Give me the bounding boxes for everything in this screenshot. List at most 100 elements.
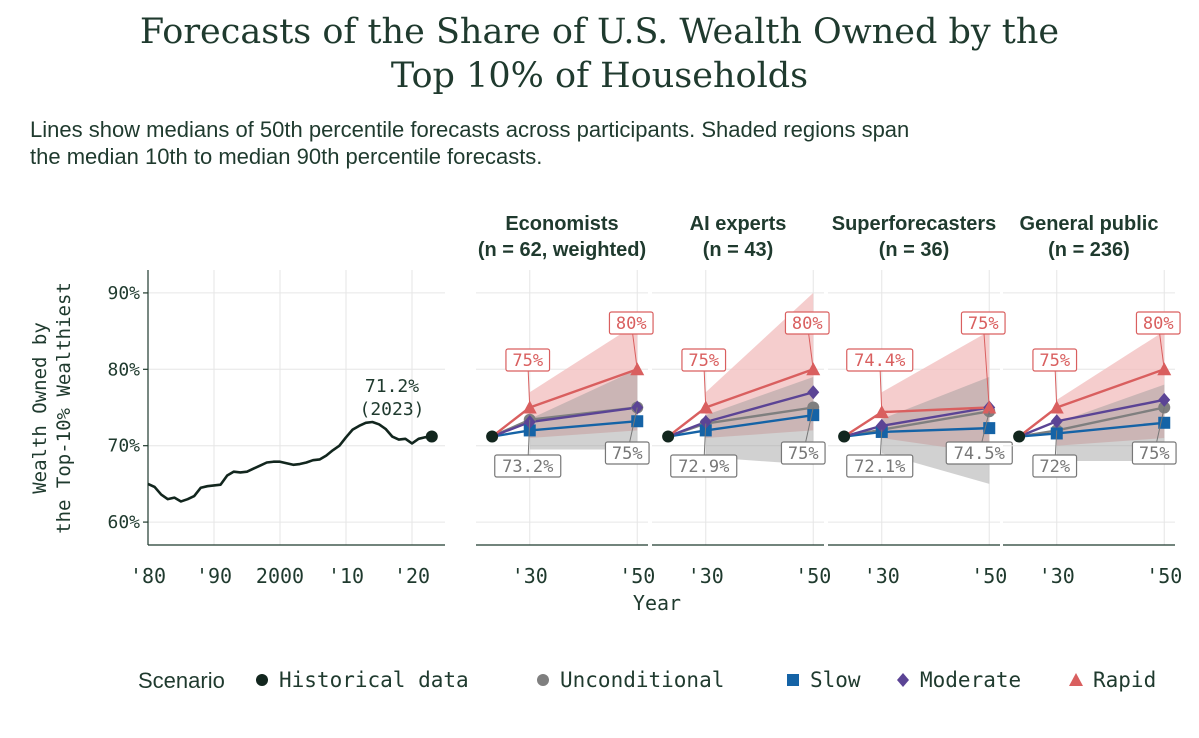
unconditional-2050-label-box xyxy=(780,441,826,465)
rapid-2030-label: 75% xyxy=(1039,351,1070,371)
rapid-2050-label-box xyxy=(1135,311,1181,335)
forecast-panel: Economists (n = 62, weighted) '30 '50 75% 80%… xyxy=(476,213,655,588)
x-tick-label: '30 xyxy=(688,564,724,588)
moderate-point xyxy=(1050,414,1063,429)
legend-label: Slow xyxy=(810,668,861,692)
legend-title: Scenario xyxy=(138,668,225,693)
legend-marker-rapid xyxy=(1069,673,1083,686)
historical-line xyxy=(147,420,432,503)
rapid-2030-label-box xyxy=(1032,348,1078,372)
x-axis-title: Year xyxy=(633,591,681,615)
x-tick-label: '20 xyxy=(394,564,430,588)
start-point xyxy=(486,430,499,443)
rapid-2030-label-box xyxy=(846,348,914,372)
slow-point xyxy=(631,415,644,428)
x-tick-label: '30 xyxy=(864,564,900,588)
rapid-2050-label-box xyxy=(608,311,654,335)
legend-marker-unconditional xyxy=(537,674,549,686)
start-point xyxy=(662,430,675,443)
x-tick-label: 2000 xyxy=(256,564,304,588)
rapid-2030-label: 74.4% xyxy=(854,351,905,371)
panel-title: Superforecasters xyxy=(832,213,997,235)
historical-end-point xyxy=(425,430,438,443)
unconditional-2030-label: 72.9% xyxy=(678,457,729,477)
start-point xyxy=(838,430,851,443)
rapid-2030-label-box xyxy=(681,348,727,372)
legend-marker-historical xyxy=(256,674,268,686)
y-tick-label: 70% xyxy=(107,436,140,457)
rapid-2050-label: 80% xyxy=(1143,314,1174,334)
chart-subtitle-line2: the median 10th to median 90th percentil… xyxy=(30,144,543,169)
slow-point xyxy=(807,409,820,422)
rapid-2050-label-box xyxy=(784,311,830,335)
x-tick-label: '50 xyxy=(795,564,831,588)
panel-title: General public xyxy=(1020,213,1159,235)
historical-end-label-year: (2023) xyxy=(359,399,424,420)
legend-item: Unconditional xyxy=(537,668,724,692)
legend-label: Unconditional xyxy=(560,668,724,692)
x-tick-label: '50 xyxy=(1146,564,1182,588)
y-axis-title: Wealth Owned by xyxy=(29,322,51,494)
forecast-panel: Superforecasters (n = 36) '30 '50 74.4% 75% 72… xyxy=(828,213,1013,588)
unconditional-2050-label-box xyxy=(945,441,1013,465)
panel-subtitle: (n = 36) xyxy=(879,239,950,261)
panel-title: Economists xyxy=(505,213,618,235)
chart-title-line2: Top 10% of Households xyxy=(390,56,809,96)
panel-subtitle: (n = 236) xyxy=(1048,239,1130,261)
legend-label: Historical data xyxy=(279,668,469,692)
unconditional-2050-label: 74.5% xyxy=(954,444,1005,464)
moderate-point xyxy=(1158,392,1171,407)
forecast-panel: AI experts (n = 43) '30 '50 75% 80% 72.9% 75% xyxy=(652,213,831,588)
x-tick-label: '90 xyxy=(196,564,232,588)
x-tick-label: '50 xyxy=(971,564,1007,588)
legend-item: Slow xyxy=(787,668,861,692)
legend-label: Rapid xyxy=(1093,668,1156,692)
historical-end-label: 71.2% xyxy=(365,376,419,397)
chart-title-line1: Forecasts of the Share of U.S. Wealth Ow… xyxy=(139,12,1060,52)
start-point xyxy=(1013,430,1026,443)
unconditional-2030-label-box xyxy=(846,454,914,478)
x-tick-label: '30 xyxy=(512,564,548,588)
rapid-band xyxy=(881,331,990,454)
unconditional-2030-label-box xyxy=(494,454,562,478)
unconditional-2030-label-box xyxy=(670,454,738,478)
legend-item: Moderate xyxy=(897,668,1021,692)
unconditional-band xyxy=(529,369,638,450)
unconditional-2030-label: 72.1% xyxy=(854,457,905,477)
unconditional-2030-label: 72% xyxy=(1039,457,1070,477)
rapid-2030-label: 75% xyxy=(688,351,719,371)
unconditional-2050-label: 75% xyxy=(612,444,643,464)
legend-item: Historical data xyxy=(256,668,469,692)
panel-subtitle: (n = 62, weighted) xyxy=(478,239,646,261)
x-tick-label: '50 xyxy=(619,564,655,588)
chart-subtitle: Lines show medians of 50th percentile fo… xyxy=(30,116,1170,170)
unconditional-2030-label-box xyxy=(1032,454,1078,478)
rapid-2050-label: 80% xyxy=(792,314,823,334)
chart-title: Forecasts of the Share of U.S. Wealth Ow… xyxy=(0,10,1199,98)
unconditional-2030-label: 73.2% xyxy=(502,457,553,477)
y-tick-label: 90% xyxy=(107,283,140,304)
x-tick-label: '10 xyxy=(328,564,364,588)
unconditional-2050-label: 75% xyxy=(788,444,819,464)
legend-marker-moderate xyxy=(897,673,909,687)
moderate-point xyxy=(807,385,820,400)
rapid-2050-label: 80% xyxy=(616,314,647,334)
legend-label: Moderate xyxy=(920,668,1021,692)
y-axis-title: the Top-10% Wealthiest xyxy=(53,282,75,534)
rapid-2030-label-box xyxy=(505,348,551,372)
moderate-point xyxy=(699,415,712,430)
unconditional-2050-label: 75% xyxy=(1139,444,1170,464)
forecast-panel: General public (n = 236) '30 '50 75% 80% 72% 75… xyxy=(1003,213,1182,588)
unconditional-2050-label-box xyxy=(1131,441,1177,465)
rapid-2050-label-leader xyxy=(982,322,990,408)
unconditional-2050-label-box xyxy=(604,441,650,465)
rapid-2030-label: 75% xyxy=(512,351,543,371)
x-tick-label: '80 xyxy=(130,564,166,588)
rapid-2050-label-box xyxy=(960,311,1006,335)
y-tick-label: 80% xyxy=(107,359,140,380)
rapid-2050-label: 75% xyxy=(968,314,999,334)
chart-subtitle-line1: Lines show medians of 50th percentile fo… xyxy=(30,117,910,142)
legend-marker-slow xyxy=(787,674,799,686)
legend-item: Rapid xyxy=(1069,668,1156,692)
